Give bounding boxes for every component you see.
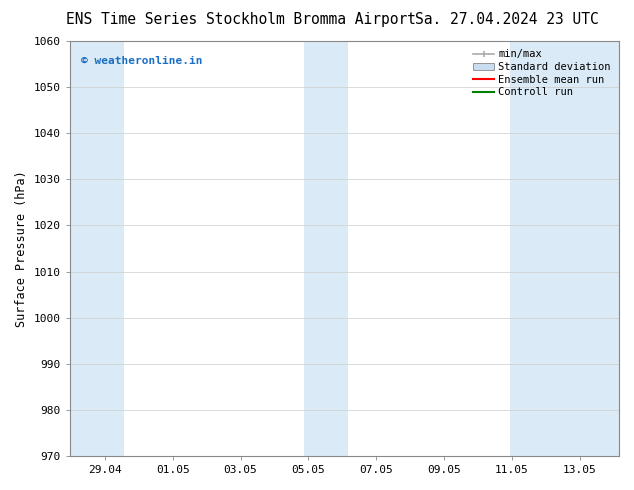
Text: Sa. 27.04.2024 23 UTC: Sa. 27.04.2024 23 UTC: [415, 12, 599, 27]
Text: ENS Time Series Stockholm Bromma Airport: ENS Time Series Stockholm Bromma Airport: [66, 12, 416, 27]
Y-axis label: Surface Pressure (hPa): Surface Pressure (hPa): [15, 170, 28, 327]
Text: © weatheronline.in: © weatheronline.in: [81, 55, 202, 66]
Bar: [70, 41, 124, 456]
Legend: min/max, Standard deviation, Ensemble mean run, Controll run: min/max, Standard deviation, Ensemble me…: [470, 46, 614, 100]
Bar: [510, 41, 619, 456]
Bar: [304, 41, 347, 456]
